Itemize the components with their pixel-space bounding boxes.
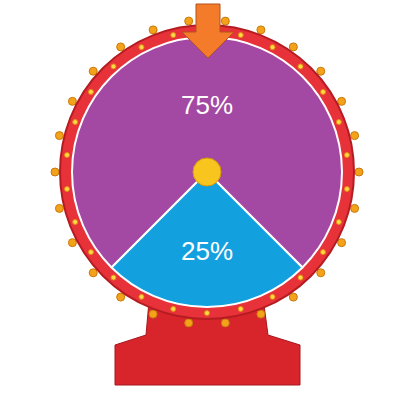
svg-text:75%: 75% xyxy=(181,90,233,120)
svg-text:25%: 25% xyxy=(181,236,233,266)
